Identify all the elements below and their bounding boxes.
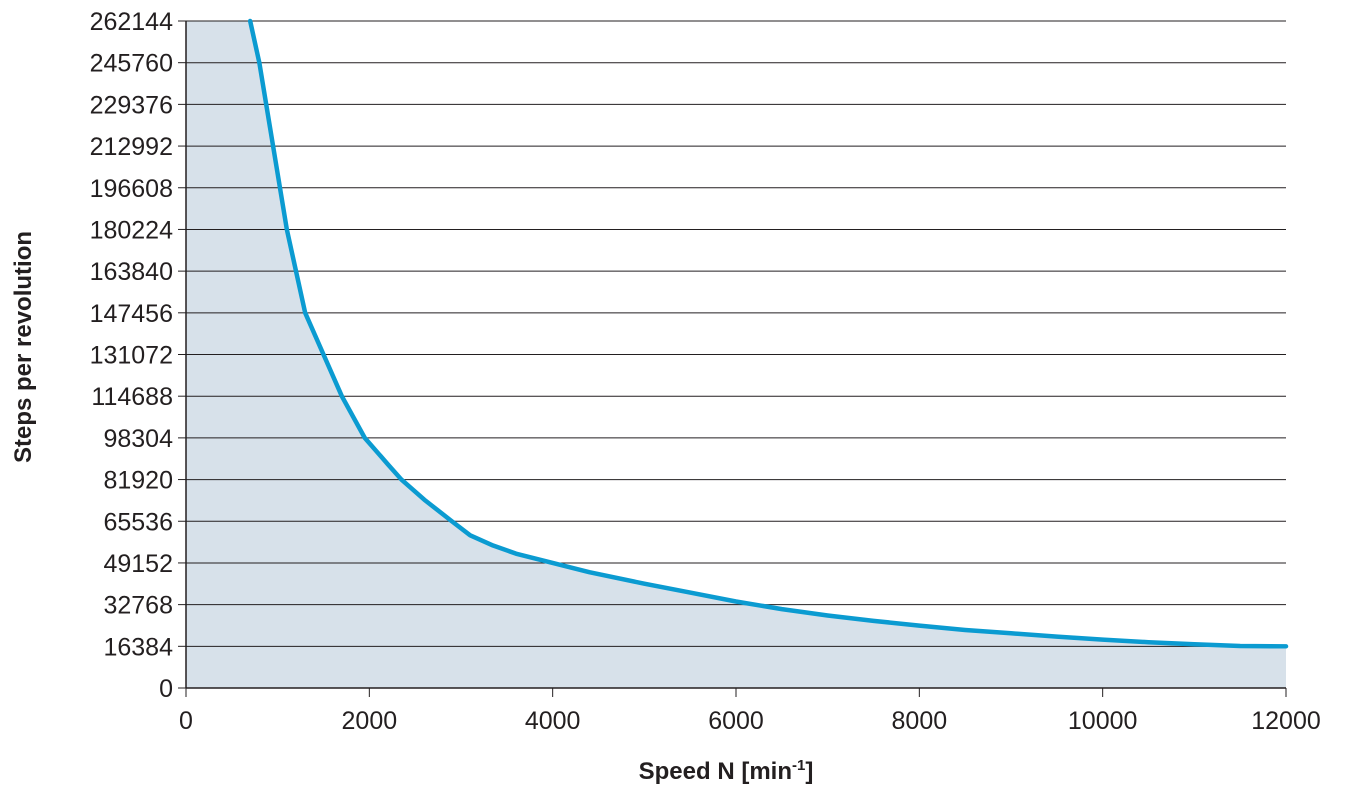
axis-layer: [185, 21, 1287, 697]
y-tick-label: 65536: [103, 508, 173, 536]
y-tick-label: 262144: [90, 8, 174, 36]
y-tick-label-layer: 0 16384 32768 49152 65536 81920 98304 114688 131…: [90, 8, 174, 703]
x-tick-label: 8000: [892, 707, 948, 735]
y-tick-label: 114688: [91, 383, 173, 411]
area-under-curve: [186, 21, 1286, 688]
x-axis-title: Speed N [min-1]: [639, 757, 814, 785]
x-tick-label: 12000: [1251, 707, 1321, 735]
y-tick-label: 229376: [90, 91, 173, 119]
gridline-layer: [178, 20, 1286, 689]
x-tick-label: 0: [179, 707, 193, 735]
y-tick-label: 32768: [103, 592, 173, 620]
x-tick-label: 10000: [1068, 707, 1138, 735]
series-line: [247, 18, 1289, 649]
y-tick-label: 196608: [90, 175, 173, 203]
x-tick-label: 4000: [525, 707, 581, 735]
y-tick-label: 0: [159, 675, 173, 703]
x-tick-label: 2000: [342, 707, 398, 735]
y-tick-label: 131072: [90, 342, 173, 370]
y-tick-label: 49152: [103, 550, 173, 578]
y-tick-label: 212992: [90, 133, 173, 161]
y-axis-title: Steps per revolution: [10, 231, 37, 463]
area-fill-layer: [186, 21, 1286, 688]
y-tick-label: 81920: [103, 467, 173, 495]
x-tick-label-layer: 0 2000 4000 6000 8000 10000 12000: [179, 707, 1321, 735]
x-tick-label: 6000: [708, 707, 764, 735]
y-tick-label: 163840: [90, 258, 173, 286]
y-tick-label: 147456: [90, 300, 173, 328]
y-tick-label: 16384: [103, 633, 173, 661]
y-tick-label: 98304: [103, 425, 173, 453]
y-tick-label: 180224: [90, 216, 174, 244]
series-line-layer: [247, 18, 1289, 649]
y-tick-label: 245760: [90, 50, 173, 78]
